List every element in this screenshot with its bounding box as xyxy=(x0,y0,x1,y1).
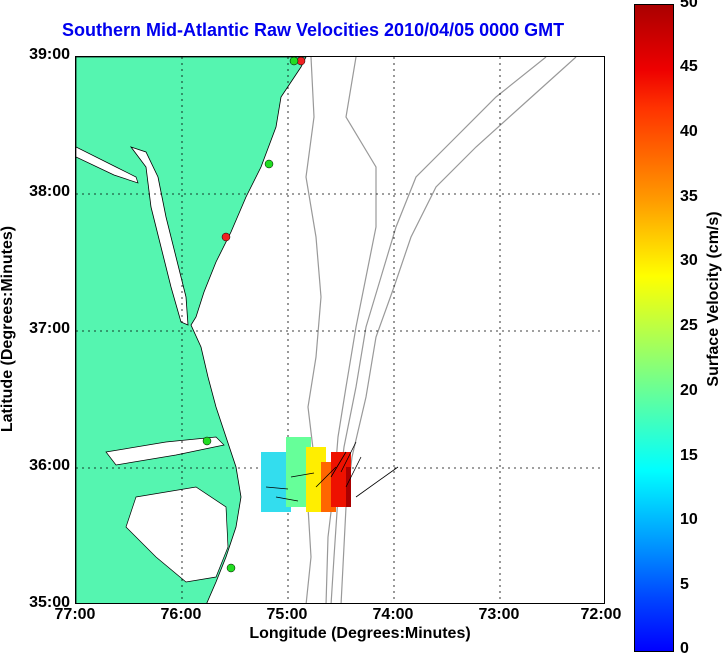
colorbar-tick: 15 xyxy=(680,447,698,464)
station-marker xyxy=(202,436,212,446)
colorbar-tick: 45 xyxy=(680,58,698,75)
x-axis-label: Longitude (Degrees:Minutes) xyxy=(249,625,471,642)
station-marker xyxy=(226,563,236,573)
y-tick-label: 38:00 xyxy=(29,183,70,200)
chesapeake-bay xyxy=(129,146,189,326)
bathymetry-contour-4 xyxy=(340,57,577,603)
colorbar xyxy=(634,4,674,652)
colorbar-tick: 0 xyxy=(680,640,689,657)
colorbar-tick: 20 xyxy=(680,382,698,399)
colorbar-tick: 10 xyxy=(680,511,698,528)
colorbar-tick: 35 xyxy=(680,188,698,205)
pamlico-sound xyxy=(125,486,229,583)
colorbar-tick: 50 xyxy=(680,0,698,11)
station-marker xyxy=(264,159,274,169)
x-tick-label: 74:00 xyxy=(372,606,414,623)
albemarle-sound xyxy=(105,436,225,466)
colorbar-label: Surface Velocity (cm/s) xyxy=(705,211,722,387)
map-plot-area xyxy=(75,56,605,604)
colorbar-tick: 30 xyxy=(680,252,698,269)
x-tick-label: 73:00 xyxy=(478,606,520,623)
x-tick-label: 72:00 xyxy=(580,606,622,623)
bathymetry-contour-1 xyxy=(305,57,322,603)
station-marker xyxy=(221,232,231,242)
y-tick-label: 39:00 xyxy=(29,46,70,63)
x-tick-label: 75:00 xyxy=(266,606,308,623)
station-marker xyxy=(289,57,299,66)
x-tick-label: 76:00 xyxy=(160,606,202,623)
colorbar-tick: 25 xyxy=(680,317,698,334)
potomac-river xyxy=(76,146,139,184)
y-axis-label: Latitude (Degrees:Minutes) xyxy=(0,225,16,433)
colorbar-tick: 40 xyxy=(680,123,698,140)
colorbar-tick: 5 xyxy=(680,576,689,593)
bathymetry-contour-3 xyxy=(330,57,547,603)
y-tick-label: 35:00 xyxy=(29,594,70,611)
x-tick-label: 77:00 xyxy=(54,606,96,623)
y-tick-label: 37:00 xyxy=(29,320,70,337)
map-title: Southern Mid-Atlantic Raw Velocities 201… xyxy=(62,20,565,40)
y-tick-label: 36:00 xyxy=(29,457,70,474)
velocity-arrows xyxy=(265,441,399,502)
bathymetry-contour-2 xyxy=(325,57,377,603)
land-mass xyxy=(76,57,307,603)
